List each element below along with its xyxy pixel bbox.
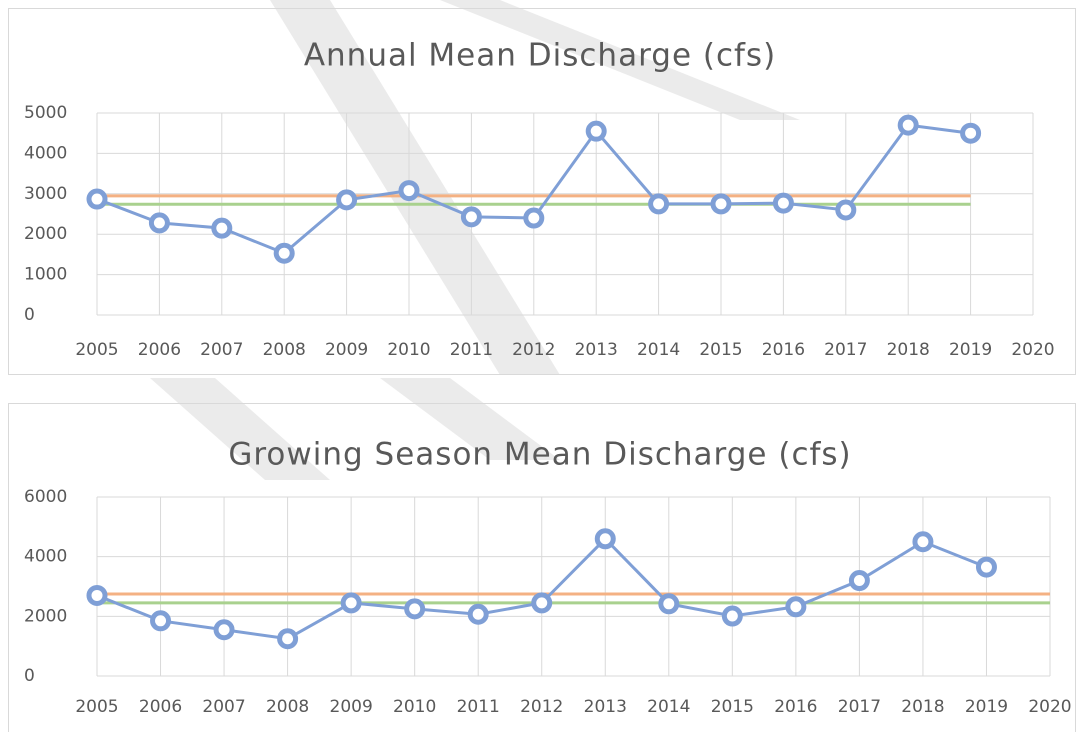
data-point xyxy=(150,610,172,632)
data-point xyxy=(340,592,362,614)
data-point xyxy=(467,603,489,625)
x-tick-label: 2012 xyxy=(520,697,563,717)
data-point xyxy=(710,193,732,215)
y-tick-label: 4000 xyxy=(24,547,67,567)
data-point xyxy=(772,192,794,214)
data-point xyxy=(848,570,870,592)
data-point xyxy=(960,122,982,144)
x-tick-label: 2011 xyxy=(457,697,500,717)
x-tick-label: 2006 xyxy=(138,340,181,360)
data-point xyxy=(531,592,553,614)
data-point xyxy=(86,584,108,606)
x-tick-label: 2013 xyxy=(575,340,618,360)
y-tick-label: 6000 xyxy=(24,487,67,507)
data-point xyxy=(277,628,299,650)
data-point xyxy=(835,199,857,221)
x-tick-label: 2018 xyxy=(887,340,930,360)
x-tick-label: 2015 xyxy=(711,697,754,717)
x-tick-label: 2010 xyxy=(393,697,436,717)
x-tick-label: 2017 xyxy=(824,340,867,360)
x-tick-label: 2007 xyxy=(200,340,243,360)
x-tick-label: 2013 xyxy=(584,697,627,717)
chart-frame xyxy=(8,403,1076,736)
x-tick-label: 2009 xyxy=(325,340,368,360)
watermark-stripe xyxy=(440,0,800,120)
data-point xyxy=(594,528,616,550)
data-point xyxy=(975,556,997,578)
x-tick-label: 2015 xyxy=(699,340,742,360)
data-point xyxy=(721,605,743,627)
data-point xyxy=(785,596,807,618)
x-tick-label: 2007 xyxy=(202,697,245,717)
data-point xyxy=(86,188,108,210)
x-tick-label: 2017 xyxy=(838,697,881,717)
watermark-stripe xyxy=(380,378,560,460)
data-point xyxy=(658,593,680,615)
x-tick-label: 2020 xyxy=(1011,340,1054,360)
data-point xyxy=(213,619,235,641)
y-tick-label: 5000 xyxy=(24,103,67,123)
data-point xyxy=(585,120,607,142)
x-tick-label: 2006 xyxy=(139,697,182,717)
x-tick-label: 2008 xyxy=(263,340,306,360)
y-tick-label: 3000 xyxy=(24,184,67,204)
chart-title: Growing Season Mean Discharge (cfs) xyxy=(228,437,851,473)
x-tick-label: 2016 xyxy=(762,340,805,360)
y-tick-label: 2000 xyxy=(24,224,67,244)
x-tick-label: 2012 xyxy=(512,340,555,360)
x-tick-label: 2010 xyxy=(387,340,430,360)
x-tick-label: 2018 xyxy=(901,697,944,717)
chart-title: Annual Mean Discharge (cfs) xyxy=(304,38,776,74)
x-tick-label: 2011 xyxy=(450,340,493,360)
y-tick-label: 2000 xyxy=(24,606,67,626)
x-tick-label: 2019 xyxy=(949,340,992,360)
x-tick-label: 2014 xyxy=(647,697,690,717)
y-tick-label: 0 xyxy=(24,305,35,325)
data-point xyxy=(336,189,358,211)
x-tick-label: 2008 xyxy=(266,697,309,717)
data-point xyxy=(398,180,420,202)
data-point xyxy=(273,242,295,264)
data-point xyxy=(523,207,545,229)
x-tick-label: 2009 xyxy=(330,697,373,717)
x-tick-label: 2016 xyxy=(774,697,817,717)
data-point xyxy=(648,193,670,215)
y-tick-label: 1000 xyxy=(24,265,67,285)
x-tick-label: 2019 xyxy=(965,697,1008,717)
data-point xyxy=(460,206,482,228)
x-tick-label: 2020 xyxy=(1028,697,1071,717)
data-point xyxy=(211,217,233,239)
x-tick-label: 2014 xyxy=(637,340,680,360)
data-point xyxy=(404,598,426,620)
data-point xyxy=(897,114,919,136)
chart-frame xyxy=(8,8,1076,375)
x-tick-label: 2005 xyxy=(75,340,118,360)
data-point xyxy=(148,212,170,234)
y-tick-label: 4000 xyxy=(24,143,67,163)
x-tick-label: 2005 xyxy=(75,697,118,717)
y-tick-label: 0 xyxy=(24,666,35,686)
data-point xyxy=(912,531,934,553)
